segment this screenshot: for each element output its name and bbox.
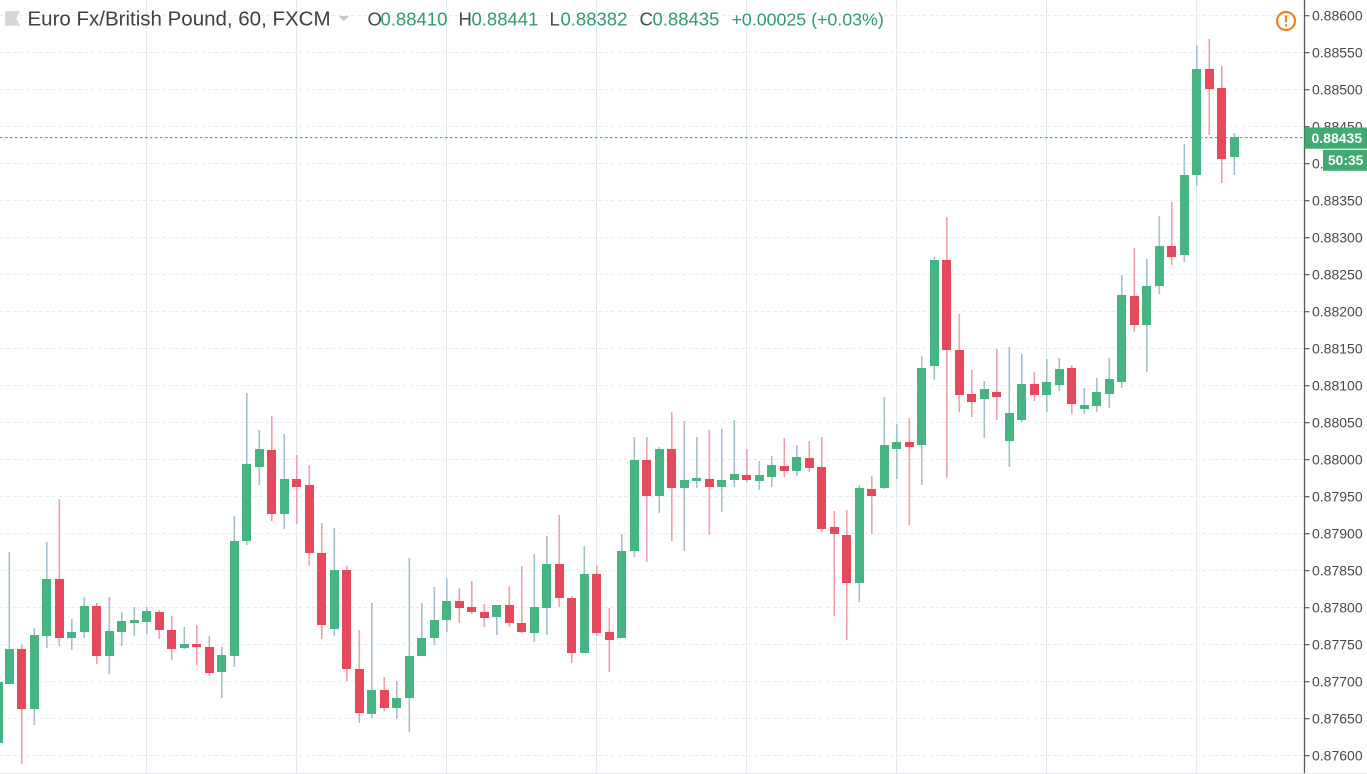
svg-text:O: O (368, 9, 382, 30)
svg-text:L: L (550, 9, 560, 30)
svg-text:0.88000: 0.88000 (1312, 451, 1363, 467)
svg-text:0.88050: 0.88050 (1312, 414, 1363, 430)
svg-text:0.88250: 0.88250 (1312, 266, 1363, 282)
svg-text:0.88350: 0.88350 (1312, 192, 1363, 208)
svg-text:0.88500: 0.88500 (1312, 81, 1363, 97)
svg-text:0.88435: 0.88435 (653, 9, 720, 30)
svg-text:0.87750: 0.87750 (1312, 636, 1363, 652)
svg-text:0.88382: 0.88382 (561, 9, 628, 30)
svg-text:0.87700: 0.87700 (1312, 673, 1363, 689)
svg-text:0.88550: 0.88550 (1312, 44, 1363, 60)
svg-text:0.87650: 0.87650 (1312, 710, 1363, 726)
svg-text:0.87800: 0.87800 (1312, 599, 1363, 615)
svg-text:H: H (459, 9, 472, 30)
svg-text:0.88600: 0.88600 (1312, 7, 1363, 23)
svg-text:0.88410: 0.88410 (381, 9, 448, 30)
svg-text:0.88441: 0.88441 (472, 9, 539, 30)
svg-text:0.87900: 0.87900 (1312, 525, 1363, 541)
svg-text:C: C (640, 9, 653, 30)
svg-text:+0.00025 (+0.03%): +0.00025 (+0.03%) (732, 10, 884, 30)
svg-text:0.87850: 0.87850 (1312, 562, 1363, 578)
svg-text:Euro Fx/British Pound, 60, FXC: Euro Fx/British Pound, 60, FXCM (28, 8, 331, 31)
svg-text:50:35: 50:35 (1328, 153, 1364, 168)
svg-text:0.87600: 0.87600 (1312, 747, 1363, 763)
svg-text:0.88300: 0.88300 (1312, 229, 1363, 245)
svg-text:0.88150: 0.88150 (1312, 340, 1363, 356)
svg-text:0.88435: 0.88435 (1312, 130, 1363, 146)
svg-text:0.88100: 0.88100 (1312, 377, 1363, 393)
svg-text:0.87950: 0.87950 (1312, 488, 1363, 504)
svg-text:0.88200: 0.88200 (1312, 303, 1363, 319)
